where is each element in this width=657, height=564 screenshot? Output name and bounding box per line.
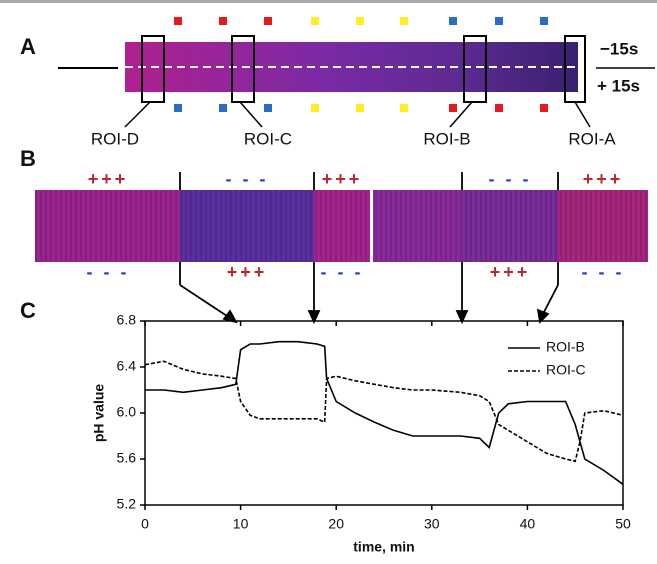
y-tick-label: 6.4	[117, 358, 137, 374]
switch-markers	[179, 172, 559, 285]
x-tick-label: 0	[141, 516, 149, 532]
roi-label: ROI-C	[244, 129, 292, 148]
y-tick-label: 6.8	[117, 312, 137, 328]
electrode-markers	[174, 17, 548, 112]
roi-label: ROI-B	[423, 129, 470, 148]
y-tick-label: 5.2	[117, 496, 137, 512]
kymograph	[35, 188, 648, 264]
y-tick-label: 6.0	[117, 404, 137, 420]
polarity-label: +++	[88, 169, 129, 189]
polarity-label: +++	[490, 262, 531, 282]
time-label: −15s	[600, 39, 638, 58]
roi-label: ROI-D	[91, 129, 139, 148]
panel-label: A	[20, 34, 36, 59]
x-axis-label: time, min	[353, 539, 414, 555]
polarity-label: +++	[583, 169, 624, 189]
polarity-label: - - -	[489, 169, 532, 189]
polarity-label: +++	[227, 262, 268, 282]
polarity-label: - - -	[321, 262, 364, 282]
legend-label: ROI-B	[546, 339, 585, 355]
legend-label: ROI-C	[546, 362, 586, 378]
arrows	[179, 284, 559, 325]
y-axis-label: pH value	[91, 384, 107, 443]
top-rule	[0, 0, 657, 3]
polarity-label: - - -	[87, 262, 130, 282]
panel-label: B	[20, 146, 36, 171]
x-tick-label: 20	[328, 516, 344, 532]
data-line	[144, 360, 624, 463]
panel-label: C	[20, 298, 36, 323]
x-tick-label: 50	[615, 516, 631, 532]
x-tick-label: 30	[424, 516, 440, 532]
x-tick-label: 40	[520, 516, 536, 532]
roi-label: ROI-A	[568, 129, 616, 148]
polarity-label: - - -	[226, 169, 269, 189]
roi-leaders	[124, 101, 591, 128]
x-tick-label: 10	[233, 516, 249, 532]
polarity-label: +++	[322, 169, 363, 189]
polarity-label: - - -	[582, 262, 625, 282]
y-tick-label: 5.6	[117, 450, 137, 466]
time-label: + 15s	[597, 76, 640, 95]
data-line	[145, 340, 624, 485]
